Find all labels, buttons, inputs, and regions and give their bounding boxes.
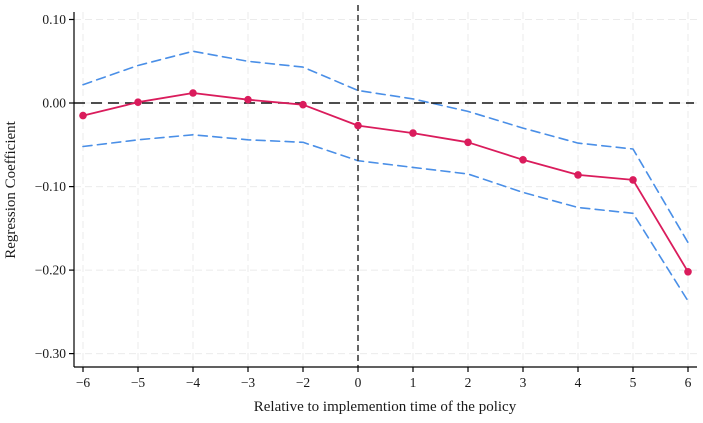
coefficient-point bbox=[574, 171, 582, 179]
x-tick-label: 0 bbox=[355, 375, 362, 390]
x-tick-label: 1 bbox=[410, 375, 417, 390]
x-tick-label: 2 bbox=[465, 375, 472, 390]
x-tick-label: −5 bbox=[131, 375, 146, 390]
confidence-band-lines bbox=[82, 50, 689, 302]
x-tick-label: 4 bbox=[575, 375, 582, 390]
coefficient-point bbox=[299, 100, 307, 109]
reference-lines bbox=[74, 5, 694, 367]
axes bbox=[73, 12, 697, 368]
x-axis-title: Relative to implemention time of the pol… bbox=[254, 399, 517, 415]
coefficient-series bbox=[79, 89, 692, 276]
coefficient-point bbox=[354, 121, 362, 130]
gridlines bbox=[74, 12, 697, 367]
coefficient-point bbox=[189, 89, 197, 97]
coefficient-point bbox=[409, 129, 417, 137]
y-tick-label: 0.00 bbox=[42, 96, 66, 111]
coefficient-point bbox=[244, 95, 252, 104]
coefficient-point bbox=[629, 176, 637, 184]
y-tick-label: −0.20 bbox=[35, 263, 66, 278]
coefficient-point bbox=[134, 98, 142, 106]
x-tick-label: −3 bbox=[241, 375, 256, 390]
y-axis-title: Regression Coefficient bbox=[3, 120, 19, 258]
x-tick-label: −2 bbox=[296, 375, 310, 390]
y-tick-label: −0.30 bbox=[35, 346, 66, 361]
x-tick-label: 3 bbox=[520, 375, 527, 390]
x-tick-label: −4 bbox=[186, 375, 201, 390]
x-tick-label: −6 bbox=[76, 375, 91, 390]
coefficient-point bbox=[519, 156, 527, 164]
coefficient-line bbox=[82, 92, 689, 273]
ci-upper-line bbox=[82, 50, 689, 244]
y-tick-label: −0.10 bbox=[35, 179, 66, 194]
tick-marks-and-labels: 0.10 0.00 −0.10 −0.20 −0.30 −6 −5 −4 −3 −2 0 1 2 3 4 5 6 bbox=[35, 12, 692, 390]
x-tick-label: 5 bbox=[630, 375, 637, 390]
ci-lower-line bbox=[82, 134, 689, 302]
x-tick-label: 6 bbox=[685, 375, 692, 390]
coefficient-point bbox=[464, 138, 472, 147]
coefficient-point bbox=[79, 111, 87, 120]
coefficient-point bbox=[684, 268, 692, 276]
y-tick-label: 0.10 bbox=[42, 12, 66, 27]
